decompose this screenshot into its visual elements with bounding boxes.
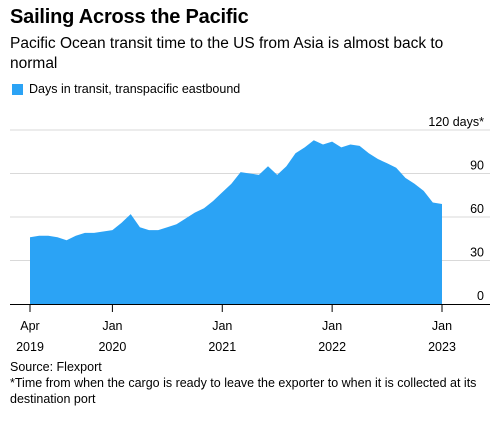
x-tick-month: Jan bbox=[322, 319, 342, 333]
series-area-path bbox=[30, 140, 442, 304]
series-area bbox=[30, 140, 442, 304]
area-chart: 120 days* 90 60 30 0 Apr 2019 Jan 2020 Jan 2021 Ja… bbox=[10, 115, 490, 354]
x-tick-month: Jan bbox=[212, 319, 232, 333]
x-tick-month: Jan bbox=[432, 319, 452, 333]
y-tick-label: 90 bbox=[470, 159, 484, 173]
legend-label: Days in transit, transpacific eastbound bbox=[29, 82, 241, 96]
x-tick-year: 2019 bbox=[16, 340, 44, 354]
x-tick-month: Jan bbox=[102, 319, 122, 333]
x-tick-year: 2021 bbox=[208, 340, 236, 354]
x-tick-month: Apr bbox=[20, 319, 39, 333]
chart-title: Sailing Across the Pacific bbox=[10, 6, 249, 28]
y-tick-label: 30 bbox=[470, 246, 484, 260]
y-tick-label: 120 days* bbox=[428, 115, 484, 129]
x-axis: Apr 2019 Jan 2020 Jan 2021 Jan 2022 Jan 2023 bbox=[10, 304, 490, 354]
y-tick-label: 60 bbox=[470, 202, 484, 216]
source-note: Source: Flexport bbox=[10, 360, 102, 374]
legend-swatch bbox=[12, 83, 23, 95]
y-tick-label: 0 bbox=[477, 289, 484, 303]
footnote: *Time from when the cargo is ready to le… bbox=[10, 376, 477, 406]
legend: Days in transit, transpacific eastbound bbox=[12, 82, 240, 96]
chart-subtitle: Pacific Ocean transit time to the US fro… bbox=[10, 35, 444, 72]
x-tick-year: 2022 bbox=[318, 340, 346, 354]
x-tick-year: 2020 bbox=[98, 340, 126, 354]
x-tick-year: 2023 bbox=[428, 340, 456, 354]
y-axis: 120 days* 90 60 30 0 bbox=[428, 115, 484, 303]
